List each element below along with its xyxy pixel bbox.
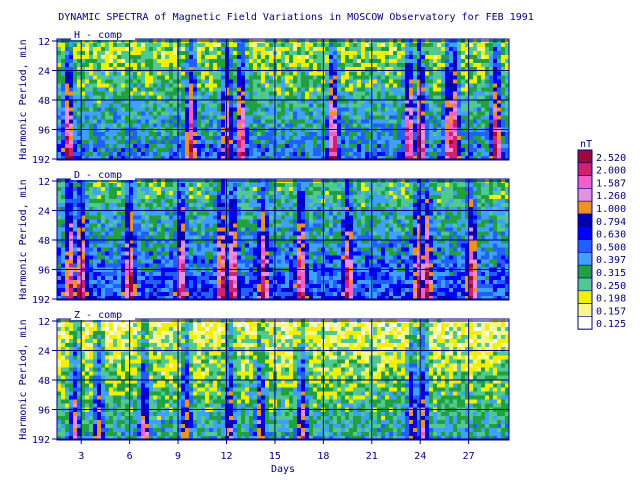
y-tick-label: 192 (32, 295, 50, 306)
x-tick-label: 12 (220, 451, 232, 462)
colorbar-level-label: 0.250 (596, 281, 626, 292)
panel-frame (56, 318, 510, 441)
y-tick-label: 48 (38, 96, 50, 107)
colorbar-swatch (577, 175, 593, 189)
x-tick-label: 15 (269, 451, 281, 462)
y-tick-label: 96 (38, 266, 50, 277)
colorbar-swatch (577, 264, 593, 279)
panel-label: D - comp (74, 170, 122, 181)
panel-label-background (71, 309, 135, 320)
y-tick-label: 192 (32, 155, 50, 166)
colorbar-level-label: 0.630 (596, 230, 626, 241)
x-tick-label: 6 (127, 451, 133, 462)
colorbar-swatch (577, 239, 593, 253)
colorbar-swatch (577, 252, 593, 266)
colorbar-swatch (577, 277, 593, 292)
y-axis-label: Harmonic Period, min (18, 39, 29, 159)
panel-label: Z - comp (74, 310, 122, 321)
heatmap-cells (57, 319, 510, 441)
panel-label: H - comp (74, 30, 122, 41)
colorbar-frame (577, 149, 593, 330)
y-tick-label: 24 (38, 207, 50, 218)
colorbar-level-label: 0.397 (596, 255, 626, 266)
y-axis-label: Harmonic Period, min (18, 319, 29, 439)
colorbar-swatch (577, 303, 593, 317)
panel-label-background (71, 169, 135, 180)
y-tick-label: 12 (38, 37, 50, 48)
colorbar: nT 2.5202.0001.5871.2601.0000.7940.6300.… (577, 139, 626, 330)
colorbar-level-label: 0.198 (596, 294, 626, 305)
panel-1: 12 24 48 96 192 H - comp Harmonic Period, min (18, 29, 510, 166)
x-axis: 3 6 9 12 15 18 21 24 27 (78, 440, 475, 462)
x-tick-label: 24 (414, 451, 426, 462)
colorbar-level-label: 0.157 (596, 306, 626, 317)
colorbar-swatch (577, 162, 593, 176)
colorbar-swatch (577, 149, 593, 164)
x-tick-label: 18 (317, 451, 329, 462)
y-tick-label: 96 (38, 406, 50, 417)
colorbar-level-label: 1.260 (596, 191, 626, 202)
colorbar-level-label: 0.794 (596, 217, 626, 228)
colorbar-level-label: 2.000 (596, 166, 626, 177)
panel-2: 12 24 48 96 192 D - comp Harmonic Period, min (18, 169, 510, 306)
y-tick-label: 24 (38, 67, 50, 78)
x-tick-label: 3 (78, 451, 84, 462)
colorbar-swatch (577, 213, 593, 228)
y-tick-label: 48 (38, 236, 50, 247)
x-tick-label: 21 (366, 451, 378, 462)
colorbar-swatch (577, 316, 593, 330)
y-tick-label: 48 (38, 376, 50, 387)
colorbar-swatch (577, 290, 593, 304)
colorbar-level-label: 0.125 (596, 319, 626, 330)
colorbar-swatch (577, 200, 593, 215)
y-tick-label: 12 (38, 317, 50, 328)
panel-frame (56, 178, 510, 301)
colorbar-level-label: 1.587 (596, 178, 626, 189)
x-axis-label: Days (271, 464, 295, 475)
y-axis-label: Harmonic Period, min (18, 179, 29, 299)
colorbar-swatch (577, 226, 593, 240)
x-tick-label: 27 (463, 451, 475, 462)
chart-title: DYNAMIC SPECTRA of Magnetic Field Variat… (58, 12, 534, 23)
y-tick-label: 192 (32, 435, 50, 446)
x-tick-label: 9 (175, 451, 181, 462)
colorbar-level-label: 0.315 (596, 268, 626, 279)
colorbar-level-label: 2.520 (596, 153, 626, 164)
colorbar-swatch (577, 188, 593, 202)
y-tick-label: 12 (38, 177, 50, 188)
colorbar-level-label: 0.500 (596, 242, 626, 253)
y-tick-label: 96 (38, 126, 50, 137)
colorbar-level-label: 1.000 (596, 204, 626, 215)
panel-frame (56, 38, 510, 161)
colorbar-unit-label: nT (580, 139, 592, 150)
panel-3: 12 24 48 96 192 Z - comp Harmonic Period, min (18, 309, 510, 446)
panel-label-background (71, 29, 135, 40)
y-tick-label: 24 (38, 347, 50, 358)
